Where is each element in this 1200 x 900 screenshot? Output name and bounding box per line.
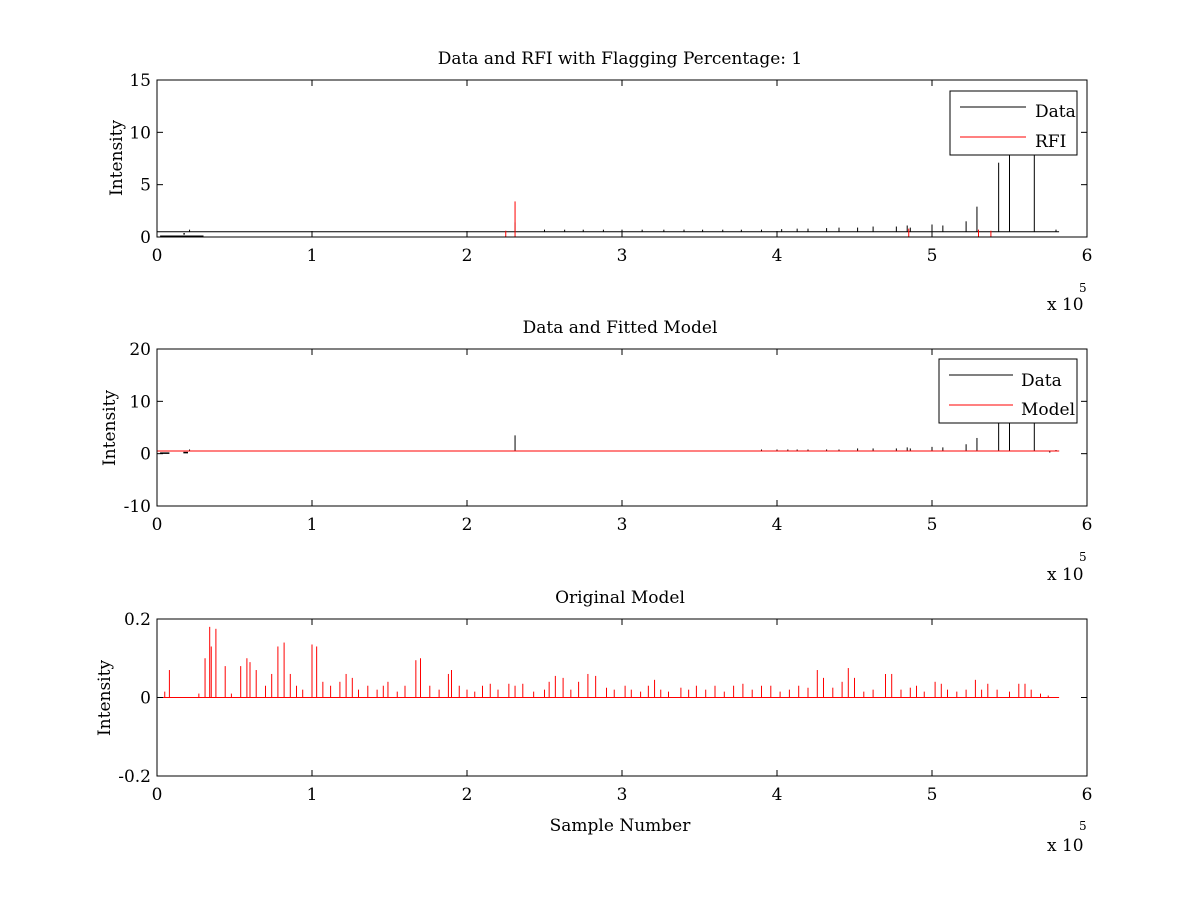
panel-2-y-tick-label: 20 [129, 340, 151, 360]
panel-3-x-tick-label: 5 [927, 785, 938, 805]
panel-2-ylabel: Intensity [100, 390, 120, 466]
panel-3-x-tick-labels: 0 1 2 3 4 5 6 [152, 785, 1093, 805]
panel-3-x-tick-label: 2 [462, 785, 473, 805]
panel-3-y-tick-label: -0.2 [118, 767, 151, 787]
panel-1: Data and RFI with Flagging Percentage: 1… [107, 49, 1092, 315]
panel-2-y-tick-label: -10 [124, 497, 151, 517]
panel-2-x-exponent-label: x 10 [1047, 565, 1084, 585]
panel-2-legend-data-label: Data [1021, 371, 1062, 391]
panel-2-title: Data and Fitted Model [523, 318, 718, 338]
panel-3-series [157, 626, 1060, 698]
panel-1-x-tick-label: 2 [462, 246, 473, 266]
panel-2-x-tick-label: 5 [927, 515, 938, 535]
panel-1-legend-box [949, 90, 1078, 156]
panel-1-legend-data-label: Data [1035, 102, 1076, 122]
panel-2-x-tick-label: 0 [152, 515, 163, 535]
panel-1-x-tick-label: 5 [927, 246, 938, 266]
panel-2-x-tick-label: 2 [462, 515, 473, 535]
panel-1-title: Data and RFI with Flagging Percentage: 1 [438, 49, 802, 69]
panel-2-x-exponent: 5 [1079, 550, 1087, 564]
panel-1-x-tick-label: 4 [772, 246, 783, 266]
panel-3-x-exponent: 5 [1079, 819, 1087, 833]
panel-3-xlabel: Sample Number [550, 816, 692, 836]
panel-1-y-tick-label: 0 [140, 228, 151, 248]
panel-1-y-tick-label: 10 [129, 123, 151, 143]
panel-2-legend-model-label: Model [1021, 400, 1075, 420]
panel-3-x-tick-label: 0 [152, 785, 163, 805]
panel-3-ylabel: Intensity [95, 660, 115, 736]
panel-2-x-tick-label: 6 [1082, 515, 1093, 535]
panel-2-legend: Data Model [938, 358, 1078, 424]
panel-1-ticks [156, 79, 1088, 238]
panel-3-y-tick-label: 0 [140, 689, 151, 709]
panel-2-y-tick-labels: -10 0 10 20 [124, 340, 151, 517]
panel-1-x-tick-label: 1 [307, 246, 318, 266]
panel-1-x-tick-labels: 0 1 2 3 4 5 6 [152, 246, 1093, 266]
panel-3-y-tick-labels: -0.2 0 0.2 [118, 610, 151, 787]
panel-3-title: Original Model [555, 588, 685, 608]
panel-2-x-tick-label: 3 [617, 515, 628, 535]
panel-1-x-tick-label: 6 [1082, 246, 1093, 266]
panel-1-legend-rfi-label: RFI [1035, 132, 1066, 152]
panel-1-y-tick-label: 15 [129, 71, 151, 91]
panel-3-x-tick-label: 6 [1082, 785, 1093, 805]
panel-3-y-tick-label: 0.2 [124, 610, 151, 630]
panel-2-y-tick-label: 0 [140, 445, 151, 465]
panel-3-x-tick-label: 4 [772, 785, 783, 805]
panel-1-x-exponent: 5 [1079, 281, 1087, 295]
panel-2-ticks [156, 348, 1088, 507]
panel-2-x-tick-label: 1 [307, 515, 318, 535]
panel-2-x-tick-labels: 0 1 2 3 4 5 6 [152, 515, 1093, 535]
panel-1-x-exponent-label: x 10 [1047, 295, 1084, 315]
panel-2-x-tick-label: 4 [772, 515, 783, 535]
panel-2-y-tick-label: 10 [129, 392, 151, 412]
panel-1-x-tick-label: 3 [617, 246, 628, 266]
panel-1-ylabel: Intensity [107, 120, 127, 196]
panel-3-x-tick-label: 3 [617, 785, 628, 805]
panel-1-y-tick-labels: 0 5 10 15 [129, 71, 151, 248]
panel-1-legend: Data RFI [949, 90, 1078, 156]
panel-1-x-tick-label: 0 [152, 246, 163, 266]
panel-3-x-exponent-label: x 10 [1047, 836, 1084, 856]
panel-2-legend-box [938, 358, 1078, 424]
panel-1-y-tick-label: 5 [140, 176, 151, 196]
panel-3-ticks [156, 618, 1088, 777]
panel-1-series [156, 150, 1060, 238]
panel-3-x-tick-label: 1 [307, 785, 318, 805]
